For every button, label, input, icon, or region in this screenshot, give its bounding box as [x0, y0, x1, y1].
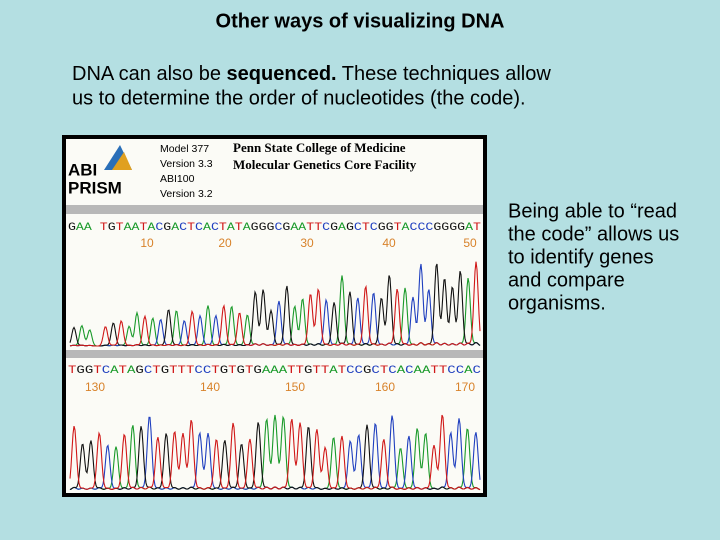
logo-prism — [112, 152, 132, 170]
facility-text: Molecular Genetics Core Facility — [233, 157, 417, 172]
panels: GAA TGTAATACGACTCACTATAGGGCGAATTCGAGCTCG… — [68, 222, 481, 491]
position-label: 160 — [375, 380, 395, 394]
position-label: 170 — [455, 380, 475, 394]
side-line: the code” allows us — [508, 223, 679, 245]
intro-line: us to determine the order of nucleotides… — [72, 87, 526, 109]
position-label: 20 — [218, 236, 232, 250]
instrument-text: Model 377 — [160, 143, 209, 155]
intro-bold: sequenced. — [227, 63, 337, 85]
logo-text: PRISM — [68, 178, 122, 197]
intro-text: DNA can also be — [72, 63, 221, 85]
instrument-text: ABI100 — [160, 173, 195, 185]
facility-text: Penn State College of Medicine — [233, 140, 406, 155]
instrument-text: Version 3.3 — [160, 158, 213, 170]
position-label: 30 — [300, 236, 314, 250]
side-line: to identify genes — [508, 246, 654, 268]
position-label: 150 — [285, 380, 305, 394]
position-label: 10 — [140, 236, 154, 250]
instrument-text: Version 3.2 — [160, 188, 213, 200]
trace — [69, 414, 481, 491]
position-label: 140 — [200, 380, 220, 394]
position-label: 40 — [382, 236, 396, 250]
figure-bg — [66, 139, 483, 493]
intro-text: These techniques allow — [342, 63, 552, 85]
separator — [66, 205, 483, 214]
figure: ABI PRISM Model 377 Version 3.3 ABI100 V… — [62, 135, 487, 497]
trace — [69, 261, 481, 347]
separator — [66, 350, 483, 358]
slide-title: Other ways of visualizing DNA — [216, 10, 505, 32]
side-line: organisms. — [508, 292, 606, 314]
trace — [69, 414, 481, 491]
sequence: GAA TGTAATACGACTCACTATAGGGCGAATTCGAGCTCG… — [68, 222, 481, 234]
position-label: 50 — [463, 236, 477, 250]
logo-text: ABI — [68, 160, 97, 179]
position-label: 130 — [85, 380, 105, 394]
intro-line: DNA can also be sequenced. These techniq… — [72, 63, 551, 85]
side-line: and compare — [508, 269, 625, 291]
side-line: Being able to “read — [508, 200, 677, 222]
